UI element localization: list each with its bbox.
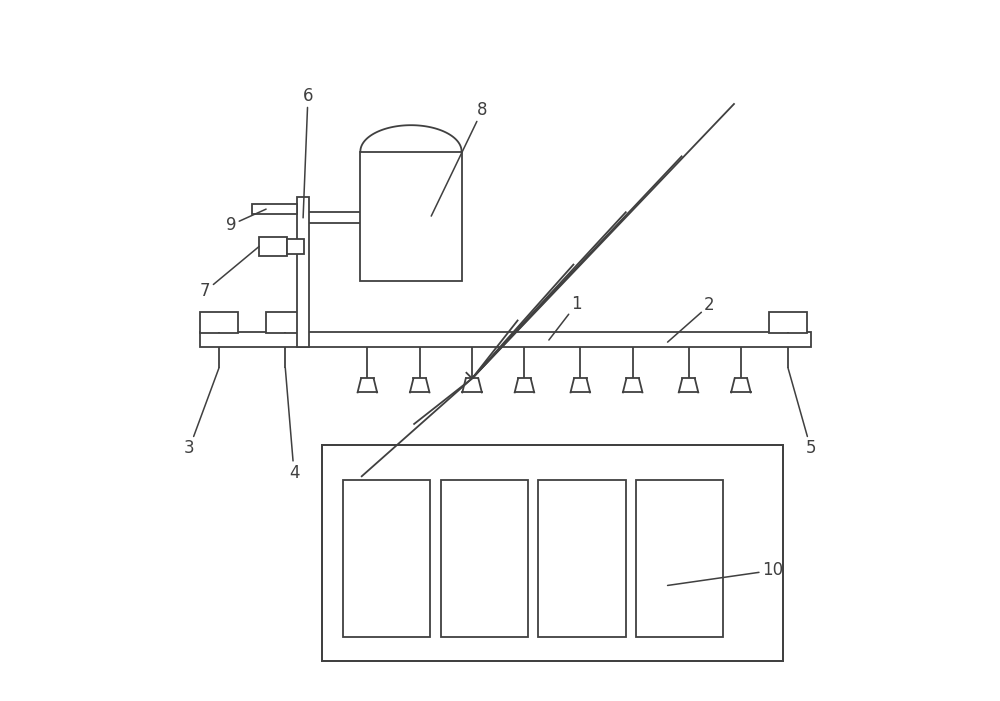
Bar — [769, 312, 807, 333]
Bar — [322, 444, 783, 661]
Bar — [200, 312, 238, 333]
Bar — [360, 151, 462, 280]
Text: 5: 5 — [788, 368, 816, 457]
Text: 6: 6 — [303, 87, 313, 218]
Text: 9: 9 — [226, 209, 266, 234]
Bar — [259, 237, 287, 257]
Text: 7: 7 — [200, 247, 259, 300]
Text: 1: 1 — [549, 294, 582, 340]
Bar — [252, 204, 297, 215]
Text: 2: 2 — [668, 296, 715, 342]
Bar — [343, 479, 430, 637]
Bar — [538, 479, 626, 637]
Text: 4: 4 — [285, 368, 299, 482]
Bar — [297, 197, 309, 347]
Bar — [200, 332, 811, 347]
Bar — [636, 479, 723, 637]
Bar — [441, 479, 528, 637]
Text: 10: 10 — [668, 562, 783, 585]
Bar — [287, 239, 304, 254]
Text: 8: 8 — [431, 101, 488, 216]
Text: 3: 3 — [184, 368, 219, 457]
Bar — [266, 312, 304, 333]
